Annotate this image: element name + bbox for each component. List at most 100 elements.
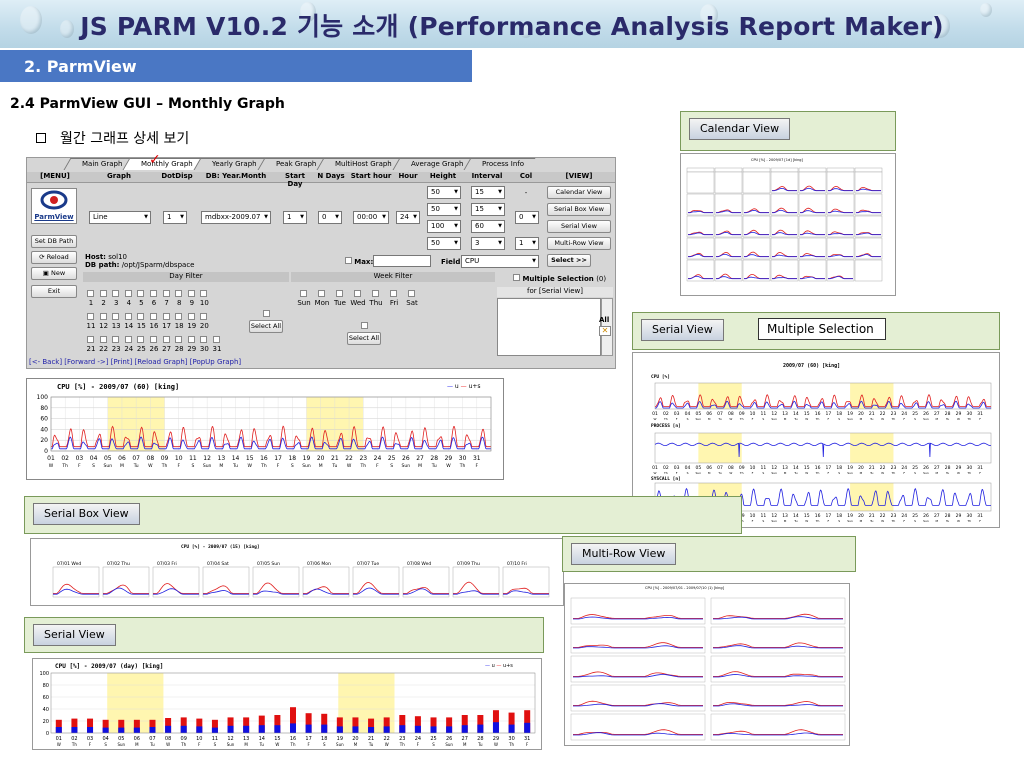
dotdisp-select[interactable]: 1	[163, 211, 187, 224]
new-button[interactable]: ▣ New	[31, 267, 77, 280]
tab-process-info[interactable]: Process Info	[463, 158, 536, 170]
day-checkbox[interactable]	[213, 336, 220, 343]
nav-links[interactable]: [<- Back] [Forward ->] [Print] [Reload G…	[29, 358, 242, 366]
tab-average-graph[interactable]: Average Graph	[392, 158, 475, 170]
col-select-2[interactable]: 1	[515, 237, 539, 250]
start-hour-select[interactable]: 00:00	[353, 211, 389, 224]
weekday-checkbox[interactable]	[318, 290, 325, 297]
x-tick-day: 27	[934, 465, 940, 471]
select-button[interactable]: Select >>	[547, 254, 591, 267]
hour-select[interactable]: 24	[396, 211, 420, 224]
day-checkbox[interactable]	[162, 290, 170, 297]
max-input[interactable]	[373, 255, 431, 267]
height-select-1[interactable]: 50	[427, 186, 461, 199]
weekday-checkbox[interactable]	[336, 290, 343, 297]
day-checkbox[interactable]	[175, 336, 183, 343]
day-checkbox[interactable]	[162, 336, 170, 343]
day-checkbox[interactable]	[112, 313, 120, 320]
height-select-2[interactable]: 50	[427, 203, 461, 216]
day-checkbox[interactable]	[99, 313, 107, 320]
day-checkbox[interactable]	[124, 336, 132, 343]
day-checkbox[interactable]	[87, 290, 94, 297]
ndays-select[interactable]: 0	[318, 211, 342, 224]
day-checkbox[interactable]	[200, 290, 208, 297]
interval-select-2[interactable]: 15	[471, 203, 505, 216]
interval-select-4[interactable]: 3	[471, 237, 505, 250]
weekday-checkbox[interactable]	[354, 290, 361, 297]
db-month-select[interactable]: mdbxx-2009.07	[201, 211, 271, 224]
weekday-checkbox[interactable]	[300, 290, 307, 297]
weekday-checkbox[interactable]	[408, 290, 415, 297]
serial-box-view-button[interactable]: Serial Box View	[547, 203, 611, 216]
set-db-path-button[interactable]: Set DB Path	[31, 235, 77, 248]
box-line-us	[53, 583, 99, 594]
day-checkbox[interactable]	[124, 290, 132, 297]
height-select-4[interactable]: 50	[427, 237, 461, 250]
day-checkbox[interactable]	[99, 336, 107, 343]
x-tick-weekday: Sun	[847, 417, 853, 421]
x-tick-day: 26	[923, 513, 929, 519]
day-checkbox[interactable]	[112, 290, 120, 297]
serial-view-button[interactable]: Serial View	[547, 220, 611, 233]
day-select-all-checkbox[interactable]	[263, 310, 270, 317]
day-checkbox[interactable]	[99, 290, 107, 297]
x-tick-weekday: M	[708, 417, 711, 421]
start-day-select[interactable]: 1	[283, 211, 307, 224]
x-tick-day: 06	[706, 411, 712, 417]
day-checkbox[interactable]	[137, 313, 145, 320]
weekday-checkbox[interactable]	[390, 290, 397, 297]
interval-select-3[interactable]: 60	[471, 220, 505, 233]
calendar-view-button[interactable]: Calendar View	[547, 186, 611, 199]
day-checkbox[interactable]	[150, 313, 157, 320]
multirow-line-u	[573, 645, 703, 649]
x-tick-weekday: F	[752, 471, 754, 475]
selection-list[interactable]	[497, 298, 601, 356]
x-tick-weekday: S	[214, 742, 217, 747]
day-checkbox[interactable]	[187, 336, 195, 343]
max-checkbox[interactable]	[345, 257, 352, 264]
multi-row-view-button[interactable]: Multi-Row View	[547, 237, 611, 250]
day-checkbox[interactable]	[87, 313, 94, 320]
exit-button[interactable]: Exit	[31, 285, 77, 298]
x-tick-weekday: Th	[891, 471, 896, 475]
height-select-3[interactable]: 100	[427, 220, 461, 233]
x-tick-weekday: M	[860, 471, 863, 475]
header-interval: Interval	[471, 172, 503, 180]
day-checkbox[interactable]	[112, 336, 120, 343]
x-tick-day: 19	[847, 465, 853, 471]
all-label[interactable]: All	[599, 316, 610, 324]
box-line-u	[203, 590, 249, 595]
x-tick-weekday: F	[979, 519, 981, 523]
parmview-logo[interactable]: ParmView	[31, 188, 77, 224]
day-checkbox[interactable]	[137, 336, 145, 343]
reload-button[interactable]: ⟳ Reload	[31, 251, 77, 264]
x-tick-day: 15	[246, 455, 254, 462]
weekday-checkbox[interactable]	[372, 290, 379, 297]
field-select[interactable]: CPU	[461, 255, 539, 268]
day-checkbox[interactable]	[162, 313, 170, 320]
day-checkbox[interactable]	[150, 290, 157, 297]
day-select-all-button[interactable]: Select All	[249, 320, 283, 333]
clear-icon[interactable]: ✕	[599, 326, 611, 336]
graph-type-select[interactable]: Line	[89, 211, 151, 224]
week-select-all-checkbox[interactable]	[361, 322, 368, 329]
week-select-all-button[interactable]: Select All	[347, 332, 381, 345]
tab-monthly-graph[interactable]: Monthly Graph	[122, 158, 205, 170]
day-checkbox[interactable]	[187, 290, 195, 297]
max-field[interactable]: Max:	[345, 257, 373, 266]
day-checkbox[interactable]	[175, 290, 183, 297]
header-col: Col	[519, 172, 533, 180]
day-checkbox[interactable]	[87, 336, 94, 343]
day-checkbox[interactable]	[150, 336, 157, 343]
day-checkbox[interactable]	[187, 313, 195, 320]
day-checkbox[interactable]	[200, 336, 208, 343]
tab-multihost-graph[interactable]: MultiHost Graph	[316, 158, 404, 170]
day-checkbox[interactable]	[200, 313, 208, 320]
interval-select-1[interactable]: 15	[471, 186, 505, 199]
day-checkbox[interactable]	[124, 313, 132, 320]
col-select-1[interactable]: 0	[515, 211, 539, 224]
x-tick-weekday: Sun	[695, 471, 701, 475]
day-checkbox[interactable]	[175, 313, 183, 320]
multiple-selection-checkbox[interactable]	[513, 274, 520, 281]
day-checkbox[interactable]	[137, 290, 145, 297]
